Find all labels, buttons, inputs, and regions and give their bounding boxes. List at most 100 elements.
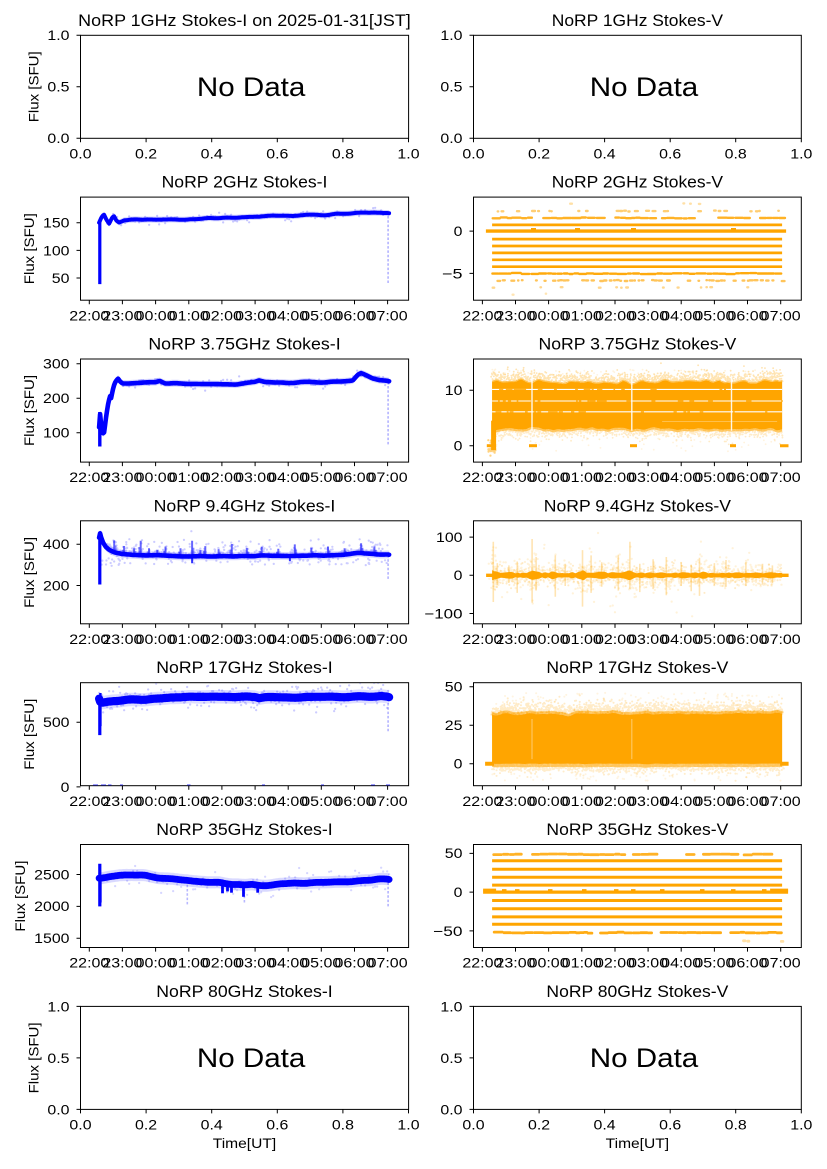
svg-text:06:00: 06:00	[335, 307, 375, 323]
svg-text:00:00: 00:00	[529, 955, 569, 971]
svg-text:04:00: 04:00	[268, 307, 308, 323]
svg-text:05:00: 05:00	[694, 955, 734, 971]
svg-text:23:00: 23:00	[496, 469, 536, 485]
svg-text:22:00: 22:00	[69, 955, 109, 971]
svg-text:400: 400	[43, 536, 70, 552]
svg-text:NoRP 2GHz Stokes-V: NoRP 2GHz Stokes-V	[552, 173, 724, 192]
svg-text:23:00: 23:00	[496, 793, 536, 809]
svg-text:07:00: 07:00	[761, 631, 801, 647]
svg-text:22:00: 22:00	[462, 469, 502, 485]
svg-text:03:00: 03:00	[628, 955, 668, 971]
svg-text:04:00: 04:00	[268, 469, 308, 485]
svg-text:1500: 1500	[34, 930, 70, 946]
svg-text:200: 200	[43, 390, 70, 406]
svg-text:04:00: 04:00	[661, 793, 701, 809]
svg-text:1.0: 1.0	[440, 27, 462, 43]
svg-text:07:00: 07:00	[368, 631, 408, 647]
svg-text:0: 0	[454, 567, 463, 583]
svg-text:Flux [SFU]: Flux [SFU]	[21, 537, 37, 608]
svg-text:25: 25	[445, 717, 463, 733]
svg-text:23:00: 23:00	[102, 469, 142, 485]
svg-text:05:00: 05:00	[694, 631, 734, 647]
svg-text:300: 300	[43, 356, 70, 372]
svg-text:05:00: 05:00	[694, 469, 734, 485]
svg-text:0.0: 0.0	[47, 1101, 69, 1117]
svg-text:04:00: 04:00	[268, 631, 308, 647]
svg-text:22:00: 22:00	[69, 631, 109, 647]
svg-text:07:00: 07:00	[761, 307, 801, 323]
svg-text:NoRP 80GHz Stokes-I: NoRP 80GHz Stokes-I	[156, 982, 332, 1001]
svg-text:01:00: 01:00	[169, 793, 209, 809]
svg-text:05:00: 05:00	[301, 955, 341, 971]
svg-text:23:00: 23:00	[102, 955, 142, 971]
svg-text:22:00: 22:00	[69, 793, 109, 809]
svg-text:0.5: 0.5	[440, 1050, 462, 1066]
svg-text:Time[UT]: Time[UT]	[606, 1135, 669, 1151]
svg-text:06:00: 06:00	[728, 631, 768, 647]
svg-text:00:00: 00:00	[136, 631, 176, 647]
svg-text:NoRP 3.75GHz Stokes-I: NoRP 3.75GHz Stokes-I	[148, 335, 340, 354]
svg-text:1.0: 1.0	[397, 145, 419, 161]
svg-text:22:00: 22:00	[69, 469, 109, 485]
svg-text:2500: 2500	[34, 866, 70, 882]
svg-text:02:00: 02:00	[595, 955, 635, 971]
svg-text:200: 200	[43, 577, 70, 593]
svg-text:0.4: 0.4	[201, 1117, 223, 1133]
svg-text:0.0: 0.0	[462, 145, 484, 161]
svg-text:04:00: 04:00	[661, 631, 701, 647]
svg-text:0.0: 0.0	[440, 1101, 462, 1117]
svg-text:07:00: 07:00	[761, 469, 801, 485]
svg-text:22:00: 22:00	[462, 955, 502, 971]
svg-text:03:00: 03:00	[235, 307, 275, 323]
svg-text:NoRP 9.4GHz Stokes-V: NoRP 9.4GHz Stokes-V	[544, 496, 732, 515]
svg-text:01:00: 01:00	[562, 307, 602, 323]
svg-text:03:00: 03:00	[235, 469, 275, 485]
svg-text:NoRP 9.4GHz Stokes-I: NoRP 9.4GHz Stokes-I	[154, 496, 336, 515]
svg-text:0.8: 0.8	[332, 1117, 354, 1133]
svg-text:No Data: No Data	[197, 1043, 306, 1073]
svg-text:03:00: 03:00	[628, 793, 668, 809]
svg-text:1.0: 1.0	[397, 1117, 419, 1133]
svg-text:1.0: 1.0	[790, 1117, 812, 1133]
svg-text:1.0: 1.0	[790, 145, 812, 161]
svg-text:02:00: 02:00	[202, 955, 242, 971]
svg-text:00:00: 00:00	[529, 793, 569, 809]
svg-text:02:00: 02:00	[202, 469, 242, 485]
svg-text:05:00: 05:00	[694, 307, 734, 323]
svg-text:03:00: 03:00	[235, 955, 275, 971]
svg-text:Flux [SFU]: Flux [SFU]	[25, 51, 41, 122]
svg-text:−100: −100	[424, 605, 462, 621]
svg-text:0.5: 0.5	[47, 79, 69, 95]
svg-text:06:00: 06:00	[335, 793, 375, 809]
svg-text:NoRP 17GHz Stokes-V: NoRP 17GHz Stokes-V	[546, 658, 729, 677]
svg-text:01:00: 01:00	[169, 955, 209, 971]
svg-text:05:00: 05:00	[301, 793, 341, 809]
svg-text:07:00: 07:00	[368, 469, 408, 485]
svg-text:22:00: 22:00	[69, 307, 109, 323]
svg-text:0.6: 0.6	[266, 145, 288, 161]
svg-text:23:00: 23:00	[102, 793, 142, 809]
svg-text:100: 100	[43, 425, 70, 441]
svg-text:05:00: 05:00	[301, 631, 341, 647]
svg-text:No Data: No Data	[590, 1043, 699, 1073]
svg-text:50: 50	[52, 270, 70, 286]
svg-text:04:00: 04:00	[661, 469, 701, 485]
svg-text:00:00: 00:00	[136, 307, 176, 323]
svg-text:NoRP 17GHz Stokes-I: NoRP 17GHz Stokes-I	[156, 658, 332, 677]
svg-text:NoRP 2GHz Stokes-I: NoRP 2GHz Stokes-I	[162, 173, 328, 192]
svg-text:Flux [SFU]: Flux [SFU]	[25, 1022, 41, 1093]
svg-text:No Data: No Data	[197, 72, 306, 102]
svg-text:02:00: 02:00	[202, 307, 242, 323]
svg-text:Flux [SFU]: Flux [SFU]	[21, 699, 37, 770]
svg-text:0.0: 0.0	[440, 130, 462, 146]
svg-text:07:00: 07:00	[368, 307, 408, 323]
svg-text:0.8: 0.8	[332, 145, 354, 161]
svg-text:No Data: No Data	[590, 72, 699, 102]
svg-text:03:00: 03:00	[628, 469, 668, 485]
svg-text:03:00: 03:00	[628, 631, 668, 647]
svg-text:04:00: 04:00	[661, 307, 701, 323]
svg-text:Flux [SFU]: Flux [SFU]	[12, 861, 28, 932]
svg-text:00:00: 00:00	[136, 955, 176, 971]
svg-text:03:00: 03:00	[235, 793, 275, 809]
svg-text:03:00: 03:00	[235, 631, 275, 647]
